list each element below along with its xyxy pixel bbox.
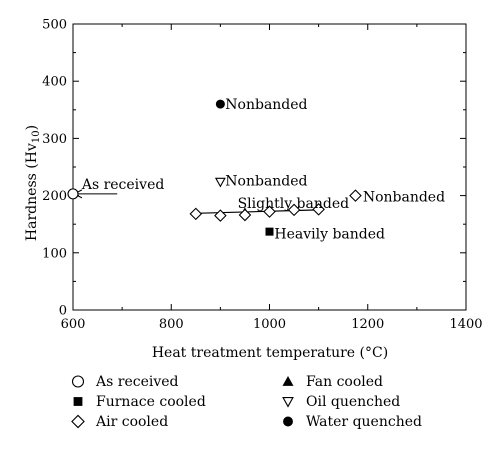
data-point-air-cooled	[349, 189, 362, 202]
x-tick-label: 600	[61, 317, 86, 332]
y-axis-label-main: Hardness (Hv	[24, 143, 40, 241]
data-point-air-cooled	[214, 209, 227, 222]
plot-marks: Nonbanded Nonbanded Slightly banded Nonband…	[67, 97, 445, 242]
annotation-label: Nonbanded	[225, 174, 307, 190]
legend-label: Furnace cooled	[96, 394, 206, 410]
legend-marker	[282, 396, 294, 408]
y-axis-label: Hardness (Hv10)	[24, 125, 42, 241]
legend-marker	[71, 414, 85, 429]
legend-marker	[73, 397, 83, 406]
data-point-air-cooled	[312, 203, 325, 216]
data-point-air-cooled	[189, 207, 203, 221]
y-tick-label: 100	[42, 246, 67, 261]
data-point-as-received	[67, 188, 79, 200]
data-point-water-quenched	[215, 99, 225, 109]
y-axis-label-sub: 10	[31, 130, 42, 143]
y-tick-label: 500	[42, 18, 67, 33]
legend-marker	[283, 416, 293, 427]
plot-frame	[72, 23, 467, 311]
x-tick-label: 1200	[351, 317, 384, 332]
x-tick-label: 1000	[253, 317, 286, 332]
y-tick-label: 300	[42, 132, 67, 147]
legend-marker	[71, 375, 85, 388]
x-tick-label: 800	[159, 317, 184, 332]
y-axis-label-end: )	[24, 125, 40, 130]
legend-label: As received	[95, 374, 179, 390]
legend: As received Furnace cooled Air cooled Fan c…	[71, 374, 422, 430]
data-point-air-cooled	[287, 203, 301, 217]
plot-axes: 600 800 1000 1200 1400 0 100 200 300 400 500	[42, 18, 482, 333]
annotation-label: Heavily banded	[274, 226, 385, 242]
x-axis-label: Heat treatment temperature (°C)	[152, 345, 388, 361]
legend-label: Oil quenched	[306, 394, 400, 410]
legend-marker	[282, 376, 294, 386]
data-point-air-cooled	[263, 205, 276, 218]
annotation-label: Nonbanded	[225, 97, 307, 113]
annotation-label: Slightly banded	[238, 196, 350, 212]
y-tick-label: 200	[42, 189, 67, 204]
data-point-air-cooled	[238, 208, 252, 222]
legend-label: Air cooled	[95, 414, 168, 430]
legend-label: Water quenched	[306, 414, 422, 430]
legend-label: Fan cooled	[306, 374, 383, 390]
annotation-label: As received	[81, 177, 165, 193]
y-tick-label: 0	[59, 304, 67, 319]
annotation-label: Nonbanded	[363, 190, 445, 206]
y-tick-label: 400	[42, 75, 67, 90]
data-point-oil-quenched	[214, 177, 226, 188]
data-point-furnace-cooled	[265, 227, 274, 236]
x-tick-label: 1400	[449, 317, 482, 332]
